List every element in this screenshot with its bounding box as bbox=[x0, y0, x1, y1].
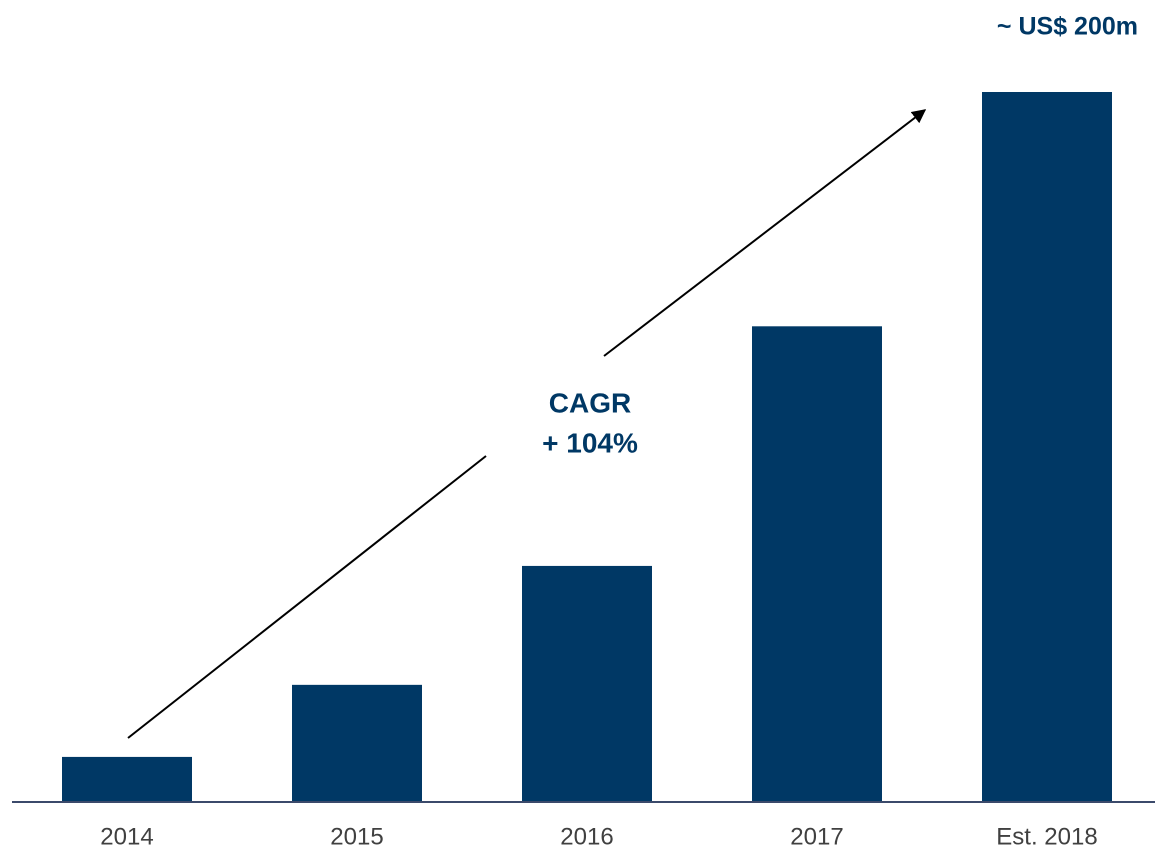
cagr-arrow bbox=[127, 455, 487, 739]
x-tick-label: 2017 bbox=[790, 823, 843, 850]
bar bbox=[752, 326, 882, 802]
value-label: ~ US$ 200m bbox=[997, 13, 1138, 41]
bar bbox=[522, 565, 652, 802]
annotation: CAGR bbox=[549, 387, 631, 418]
bar bbox=[982, 92, 1112, 802]
annotation: + 104% bbox=[542, 427, 638, 458]
x-tick-label: 2014 bbox=[100, 823, 153, 850]
cagr-arrow-head bbox=[603, 109, 927, 357]
x-tick-label: 2015 bbox=[330, 823, 383, 850]
x-tick-label: 2016 bbox=[560, 823, 613, 850]
x-tick-label: Est. 2018 bbox=[996, 823, 1097, 850]
bar bbox=[292, 684, 422, 802]
bar bbox=[62, 756, 192, 802]
